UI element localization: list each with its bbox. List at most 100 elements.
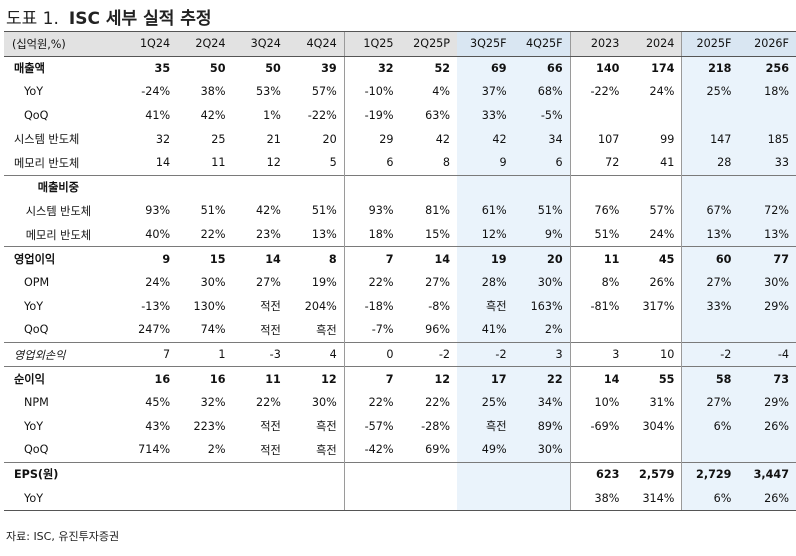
table-cell: 26% xyxy=(738,486,796,511)
table-cell: 11 xyxy=(569,246,627,271)
table-row: QoQ 247% 74% 적전 흑전 -7% 96% 41% 2% xyxy=(4,318,796,343)
table-cell: 25% xyxy=(681,80,739,104)
table-cell xyxy=(400,461,458,487)
table-cell: 69% xyxy=(425,443,451,457)
table-cell: 57% xyxy=(311,85,337,99)
table-cell: 6 xyxy=(513,150,571,176)
source-note: 자료: ISC, 유진투자증권 xyxy=(6,530,120,543)
table-row: 시스템 반도체 32 25 21 20 29 42 42 34 107 99 147 185 xyxy=(4,127,796,151)
table-cell: 174 xyxy=(626,55,682,81)
table-cell: 30% xyxy=(513,438,571,463)
header-cell: 2023 xyxy=(569,31,627,57)
table-cell: 34% xyxy=(513,390,571,415)
table-cell: 14 xyxy=(400,246,458,271)
table-cell: 50 xyxy=(232,55,288,81)
table-cell: 185 xyxy=(738,127,796,151)
table-cell: 8 xyxy=(442,156,451,170)
table-cell: 42% xyxy=(200,109,226,123)
table-cell: 81% xyxy=(425,204,451,218)
table-cell: -42% xyxy=(343,438,401,463)
table-cell: 2% xyxy=(207,443,226,457)
header-row: (십억원,%) 1Q24 2Q24 3Q24 4Q24 1Q25 2Q25P 3… xyxy=(4,31,796,57)
table-cell: 적전 xyxy=(260,323,281,337)
table-cell: 4 xyxy=(287,341,345,367)
table-cell: 16 xyxy=(177,366,233,391)
table-cell: 37% xyxy=(457,80,514,104)
table-cell: 6% xyxy=(681,414,739,439)
table-cell xyxy=(232,461,288,487)
table-cell xyxy=(513,174,571,200)
table-cell: -2 xyxy=(457,341,514,367)
table-cell xyxy=(738,174,796,200)
table-cell xyxy=(738,438,796,463)
table-row: 영업외손익 7 1 -3 4 0 -2 -2 3 3 10 -2 -4 xyxy=(4,341,796,367)
table-row: QoQ 714% 2% 적전 흑전 -42% 69% 49% 30% xyxy=(4,438,796,463)
header-cell: 3Q24 xyxy=(232,31,288,57)
table-cell: 7 xyxy=(343,366,401,391)
table-cell: 33% xyxy=(681,294,739,319)
header-cell: 4Q24 xyxy=(287,31,345,57)
table-cell: 72 xyxy=(569,150,627,176)
table-cell: 140 xyxy=(569,55,627,81)
table-cell xyxy=(513,486,571,511)
table-cell: 45 xyxy=(626,246,682,271)
header-cell: 3Q25F xyxy=(457,31,514,57)
header-cell: 2025F xyxy=(681,31,739,57)
table-cell: 19% xyxy=(311,276,337,290)
table-cell: 32% xyxy=(200,396,226,410)
table-row: YoY 38% 314% 6% 26% xyxy=(4,486,796,511)
table-cell: 42 xyxy=(435,132,451,146)
header-cell: 2Q24 xyxy=(177,31,233,57)
table-cell: 55 xyxy=(626,366,682,391)
row-label: 매출비중 xyxy=(4,174,120,200)
table-cell: 20 xyxy=(322,132,337,146)
table-cell: 256 xyxy=(738,55,796,81)
table-cell: 13% xyxy=(311,228,337,242)
table-cell: 42 xyxy=(457,127,514,151)
table-cell: 317% xyxy=(642,299,675,313)
row-label: 영업외손익 xyxy=(4,341,120,367)
table-cell xyxy=(400,174,458,200)
table-cell: 적전 xyxy=(260,420,281,434)
table-cell: 68% xyxy=(513,80,571,104)
table-cell: -28% xyxy=(421,419,451,433)
table-cell: 12 xyxy=(400,366,458,391)
table-cell: 2% xyxy=(513,318,571,343)
table-cell: 714% xyxy=(138,443,171,457)
table-cell: -13% xyxy=(141,299,171,313)
table-cell: 30% xyxy=(513,270,571,295)
table-cell: 163% xyxy=(513,294,571,319)
table-cell xyxy=(681,318,739,343)
table-cell: -19% xyxy=(343,103,401,128)
table-cell: 40% xyxy=(145,228,171,242)
table-cell: 16 xyxy=(119,366,178,391)
table-cell: 29% xyxy=(738,390,796,415)
row-label: OPM xyxy=(24,276,50,290)
table-cell: 6 xyxy=(343,150,401,176)
table-cell: 50 xyxy=(177,55,233,81)
table-cell xyxy=(343,486,401,511)
header-cell: 2Q25P xyxy=(400,31,458,57)
figure-title: ISC 세부 실적 추정 xyxy=(68,9,212,29)
table-cell: -22% xyxy=(307,109,337,123)
table-cell: 35 xyxy=(119,55,178,81)
table-cell: 22% xyxy=(343,390,401,415)
table-row: YoY 43% 223% 적전 흑전 -57% -28% 흑전 89% -69% 304% 6% 26% xyxy=(4,414,796,439)
table-cell xyxy=(232,486,288,511)
table-cell: 흑전 xyxy=(316,323,337,337)
table-cell: 96% xyxy=(425,323,451,337)
table-cell xyxy=(287,461,345,487)
table-cell: -7% xyxy=(343,318,401,343)
table-cell: 223% xyxy=(193,419,226,433)
table-cell: -2 xyxy=(400,341,458,367)
table-row: 매출액 35 50 50 39 32 52 69 66 140 174 218 256 xyxy=(4,55,796,81)
table-cell: 8 xyxy=(287,246,345,271)
table-cell: 61% xyxy=(457,199,514,223)
table-cell: -24% xyxy=(141,85,171,99)
table-cell: 11 xyxy=(211,156,226,170)
table-cell: 1 xyxy=(177,341,233,367)
table-cell: -10% xyxy=(343,80,401,104)
header-cell: 2024 xyxy=(626,31,682,57)
table-cell: 18% xyxy=(343,222,401,247)
table-cell: 28% xyxy=(457,270,514,295)
